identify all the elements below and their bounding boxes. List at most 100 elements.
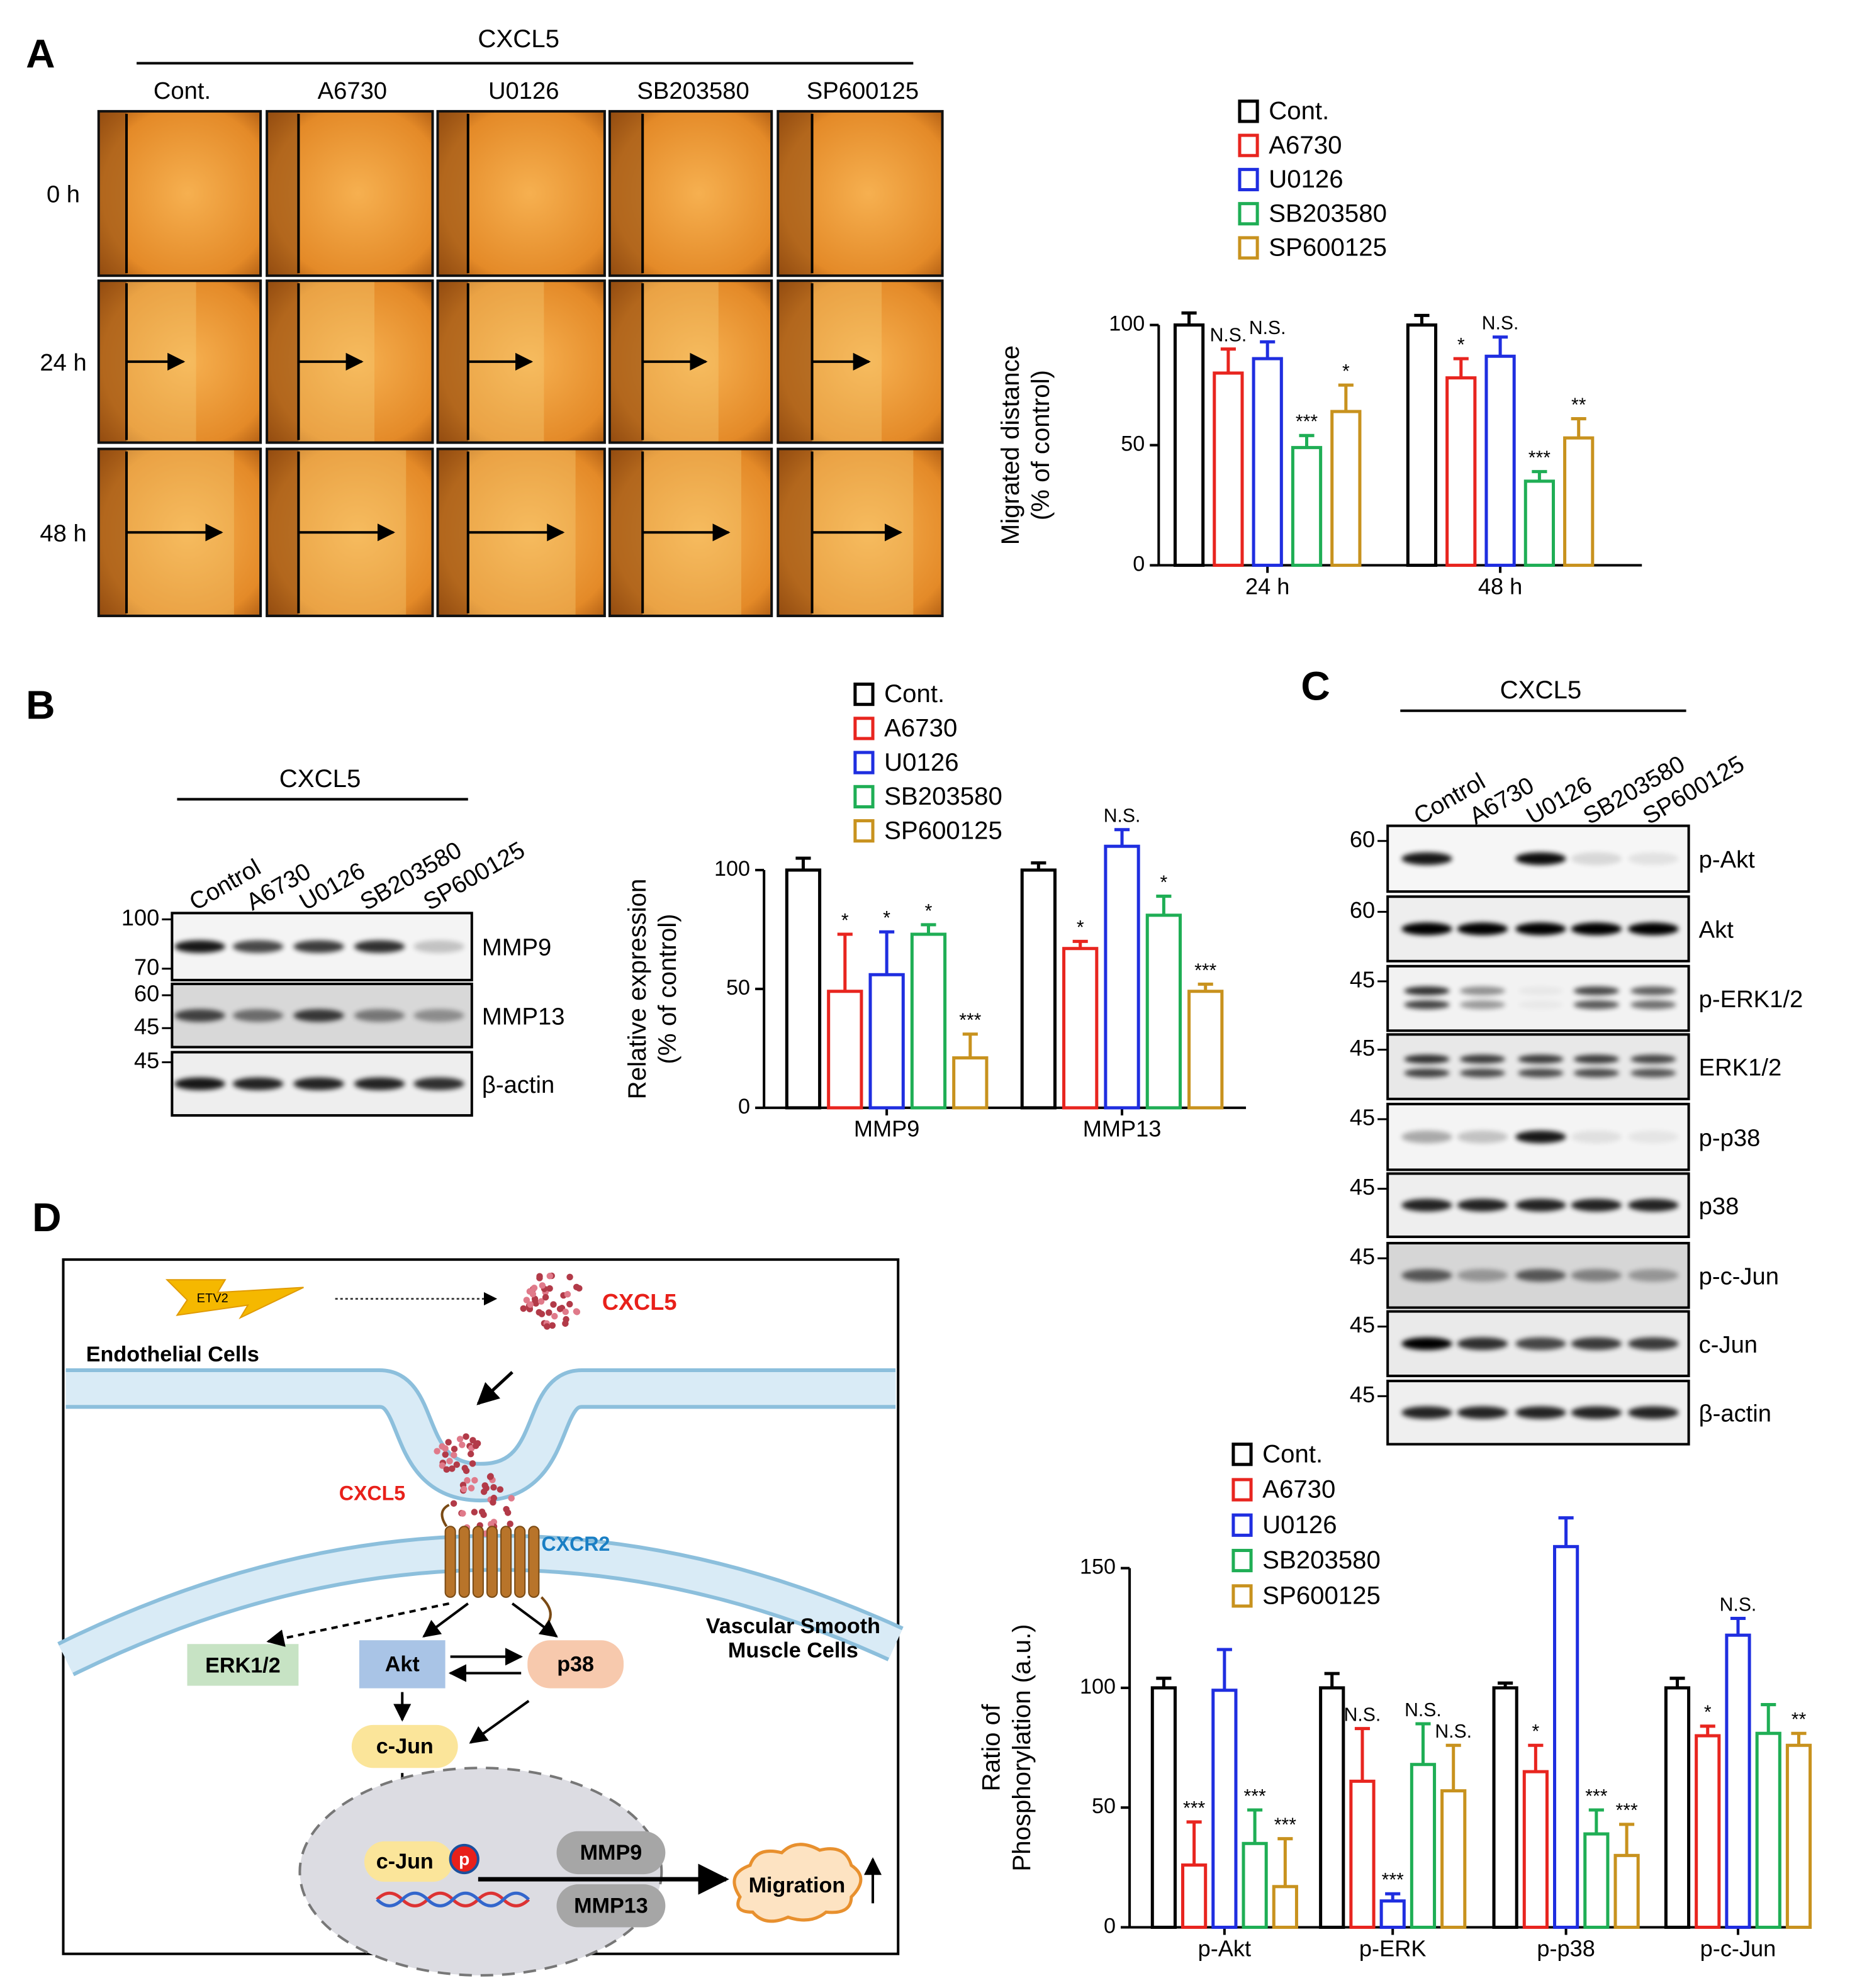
band bbox=[1457, 1131, 1508, 1144]
significance: * bbox=[925, 901, 933, 922]
band bbox=[232, 1077, 284, 1090]
legend-label: SB203580 bbox=[884, 782, 1002, 810]
band-label: β-actin bbox=[482, 1071, 554, 1098]
receptor-helix bbox=[500, 1526, 512, 1598]
significance: *** bbox=[1183, 1798, 1205, 1819]
chemokine-dot bbox=[459, 1510, 466, 1517]
column-label: SP600125 bbox=[807, 77, 919, 104]
arrow bbox=[469, 1700, 530, 1744]
mw-marker: 60 bbox=[1350, 826, 1375, 852]
cell-front bbox=[99, 282, 127, 442]
cell-front bbox=[610, 450, 643, 615]
cxcl5-label: CXCL5 bbox=[339, 1482, 405, 1505]
legend-swatch bbox=[1231, 1513, 1253, 1537]
band-label: p-ERK1/2 bbox=[1699, 986, 1803, 1013]
dna bbox=[376, 1891, 530, 1907]
receptor-helix bbox=[528, 1526, 540, 1598]
band bbox=[1518, 1000, 1563, 1009]
chemokine-dot bbox=[539, 1282, 546, 1289]
band bbox=[1571, 1406, 1622, 1419]
band bbox=[413, 1077, 464, 1090]
band-label: MMP13 bbox=[482, 1003, 565, 1030]
chemokine-dot bbox=[496, 1486, 504, 1493]
band bbox=[1515, 1406, 1566, 1419]
significance: ** bbox=[1792, 1709, 1807, 1730]
band bbox=[1573, 1068, 1620, 1078]
bar bbox=[1785, 1743, 1812, 1929]
cell-front bbox=[99, 112, 127, 275]
bar bbox=[1062, 947, 1099, 1110]
significance: *** bbox=[1274, 1815, 1296, 1836]
legend-swatch bbox=[1238, 236, 1259, 260]
y-axis-label: (% of control) bbox=[1026, 370, 1055, 520]
bar bbox=[1725, 1633, 1751, 1929]
band bbox=[1573, 1054, 1620, 1064]
band bbox=[413, 940, 464, 953]
column-label: Cont. bbox=[154, 77, 211, 104]
band bbox=[1571, 852, 1622, 865]
band bbox=[1404, 1068, 1450, 1078]
significance: ** bbox=[1571, 394, 1586, 415]
x-tick-label: p-p38 bbox=[1537, 1935, 1595, 1961]
band bbox=[1630, 1000, 1676, 1010]
bar bbox=[910, 932, 947, 1110]
node-label: MMP13 bbox=[574, 1894, 648, 1918]
bar bbox=[1379, 1899, 1406, 1929]
p38-box bbox=[527, 1640, 624, 1689]
significance: *** bbox=[1296, 411, 1318, 432]
y-axis-label: Phosphorylation (a.u.) bbox=[1007, 1624, 1036, 1871]
band bbox=[1404, 1054, 1450, 1064]
legend-swatch bbox=[1231, 1584, 1253, 1608]
significance: * bbox=[1077, 917, 1084, 938]
legend-swatch bbox=[853, 819, 875, 843]
blot-strip bbox=[1386, 964, 1690, 1032]
chemokine-dot bbox=[439, 1462, 446, 1469]
bar bbox=[785, 868, 822, 1110]
row-label: 24 h bbox=[40, 349, 86, 376]
band bbox=[232, 1009, 284, 1022]
mw-marker: 45 bbox=[1350, 1244, 1375, 1270]
cell-front bbox=[779, 112, 812, 275]
band-label: ERK1/2 bbox=[1699, 1054, 1782, 1081]
bar bbox=[1755, 1731, 1781, 1929]
receptor-helix bbox=[444, 1526, 456, 1598]
significance: * bbox=[1532, 1721, 1539, 1742]
chemokine-dot bbox=[573, 1283, 580, 1291]
y-axis-label: Ratio of bbox=[977, 1704, 1006, 1791]
band bbox=[354, 940, 405, 953]
chemokine-dot bbox=[573, 1309, 581, 1315]
legend-label: SP600125 bbox=[1262, 1581, 1381, 1609]
row-label: 48 h bbox=[40, 520, 86, 547]
band bbox=[1401, 922, 1452, 935]
chemokine-dot bbox=[439, 1443, 446, 1450]
chemokine-dot bbox=[434, 1448, 440, 1455]
significance: * bbox=[1704, 1702, 1712, 1723]
chemokine-dot bbox=[546, 1309, 552, 1316]
legend-swatch bbox=[853, 682, 875, 706]
significance: *** bbox=[1615, 1801, 1637, 1821]
chemokine-dot bbox=[566, 1273, 573, 1281]
chemokine-dot bbox=[530, 1284, 538, 1292]
column-label: SB203580 bbox=[637, 77, 749, 104]
membrane bbox=[65, 1372, 896, 1499]
band bbox=[1457, 922, 1508, 935]
chemokine-dot bbox=[549, 1322, 556, 1329]
y-tick-label: 50 bbox=[1121, 432, 1145, 456]
panel-label: D bbox=[32, 1195, 61, 1240]
chemokine-dot bbox=[468, 1485, 475, 1492]
band bbox=[1459, 1054, 1506, 1064]
legend-label: SP600125 bbox=[1269, 233, 1387, 262]
bar bbox=[1242, 1841, 1268, 1929]
band bbox=[1628, 1269, 1679, 1282]
cell-front bbox=[439, 112, 468, 275]
x-tick-label: 24 h bbox=[1245, 573, 1289, 599]
significance: N.S. bbox=[1720, 1594, 1757, 1615]
arrow bbox=[476, 1371, 513, 1405]
legend-swatch bbox=[1231, 1443, 1253, 1466]
significance: * bbox=[1342, 361, 1350, 382]
band bbox=[1401, 1131, 1452, 1144]
y-tick-label: 0 bbox=[738, 1095, 750, 1119]
band bbox=[1571, 1198, 1622, 1212]
bar bbox=[1664, 1686, 1691, 1929]
